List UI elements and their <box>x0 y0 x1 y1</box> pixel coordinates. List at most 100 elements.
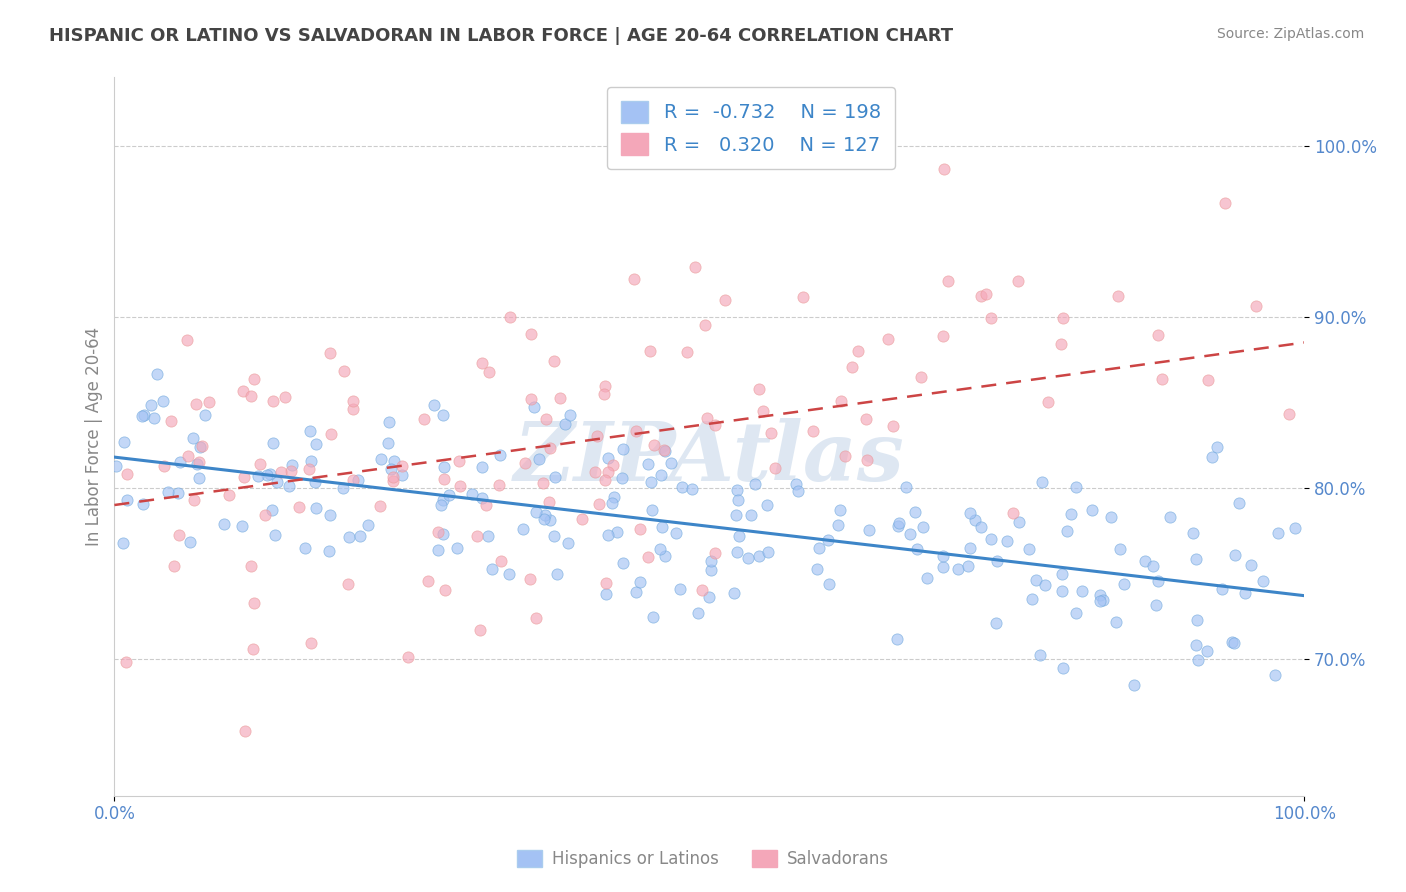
Point <box>179 534 201 549</box>
Point <box>1201 450 1223 464</box>
Point <box>489 448 512 462</box>
Point <box>461 486 484 500</box>
Point <box>827 518 849 533</box>
Point <box>477 529 499 543</box>
Point <box>596 450 619 465</box>
Point <box>1185 614 1208 628</box>
Point <box>638 344 661 359</box>
Point <box>593 387 616 401</box>
Point <box>723 586 745 600</box>
Point <box>1104 615 1126 629</box>
Point <box>1181 525 1204 540</box>
Point <box>931 559 953 574</box>
Text: Source: ZipAtlas.com: Source: ZipAtlas.com <box>1216 27 1364 41</box>
Point <box>756 498 779 512</box>
Point <box>166 485 188 500</box>
Point <box>704 417 727 432</box>
Point <box>249 457 271 471</box>
Point <box>688 606 710 620</box>
Point <box>429 499 451 513</box>
Point <box>846 344 869 359</box>
Point <box>1227 496 1250 510</box>
Point <box>153 458 176 473</box>
Point <box>695 318 717 332</box>
Point <box>640 475 662 489</box>
Point <box>1233 586 1256 600</box>
Point <box>654 549 676 563</box>
Point <box>1052 661 1074 675</box>
Point <box>1064 606 1087 620</box>
Point <box>434 582 457 597</box>
Point <box>1185 552 1208 566</box>
Point <box>696 411 718 425</box>
Point <box>1056 524 1078 539</box>
Point <box>571 512 593 526</box>
Point <box>543 529 565 543</box>
Point <box>105 458 128 473</box>
Point <box>1033 577 1056 591</box>
Point <box>319 508 342 522</box>
Point <box>785 476 807 491</box>
Point <box>186 457 208 471</box>
Point <box>904 505 927 519</box>
Point <box>748 549 770 563</box>
Point <box>714 293 737 307</box>
Point <box>1185 638 1208 652</box>
Point <box>412 411 434 425</box>
Point <box>332 481 354 495</box>
Point <box>426 525 449 540</box>
Point <box>894 480 917 494</box>
Point <box>167 528 190 542</box>
Point <box>1264 668 1286 682</box>
Point <box>1147 328 1170 343</box>
Point <box>254 508 277 523</box>
Point <box>1052 567 1074 582</box>
Point <box>1197 373 1219 387</box>
Point <box>624 584 647 599</box>
Point <box>333 364 356 378</box>
Point <box>595 576 617 591</box>
Point <box>115 492 138 507</box>
Point <box>1099 510 1122 524</box>
Point <box>1213 196 1236 211</box>
Point <box>801 424 824 438</box>
Point <box>588 497 610 511</box>
Point <box>533 512 555 526</box>
Point <box>481 562 503 576</box>
Point <box>697 591 720 605</box>
Point <box>1123 678 1146 692</box>
Point <box>628 522 651 536</box>
Point <box>1206 440 1229 454</box>
Point <box>382 469 405 483</box>
Point <box>319 427 342 442</box>
Point <box>959 541 981 556</box>
Point <box>259 467 281 481</box>
Point <box>1107 289 1129 303</box>
Point <box>744 476 766 491</box>
Point <box>305 500 328 515</box>
Point <box>347 473 370 487</box>
Point <box>1080 503 1102 517</box>
Point <box>856 452 879 467</box>
Point <box>858 523 880 537</box>
Point <box>260 503 283 517</box>
Point <box>143 411 166 425</box>
Point <box>299 454 322 468</box>
Point <box>1251 574 1274 588</box>
Point <box>132 408 155 422</box>
Point <box>877 332 900 346</box>
Point <box>491 554 513 568</box>
Point <box>725 544 748 558</box>
Point <box>758 545 780 559</box>
Point <box>233 723 256 738</box>
Point <box>558 408 581 422</box>
Point <box>218 488 240 502</box>
Point <box>659 456 682 470</box>
Point <box>1112 576 1135 591</box>
Point <box>1031 475 1053 489</box>
Point <box>368 499 391 513</box>
Point <box>787 483 810 498</box>
Point <box>974 287 997 301</box>
Point <box>1220 634 1243 648</box>
Point <box>727 493 749 508</box>
